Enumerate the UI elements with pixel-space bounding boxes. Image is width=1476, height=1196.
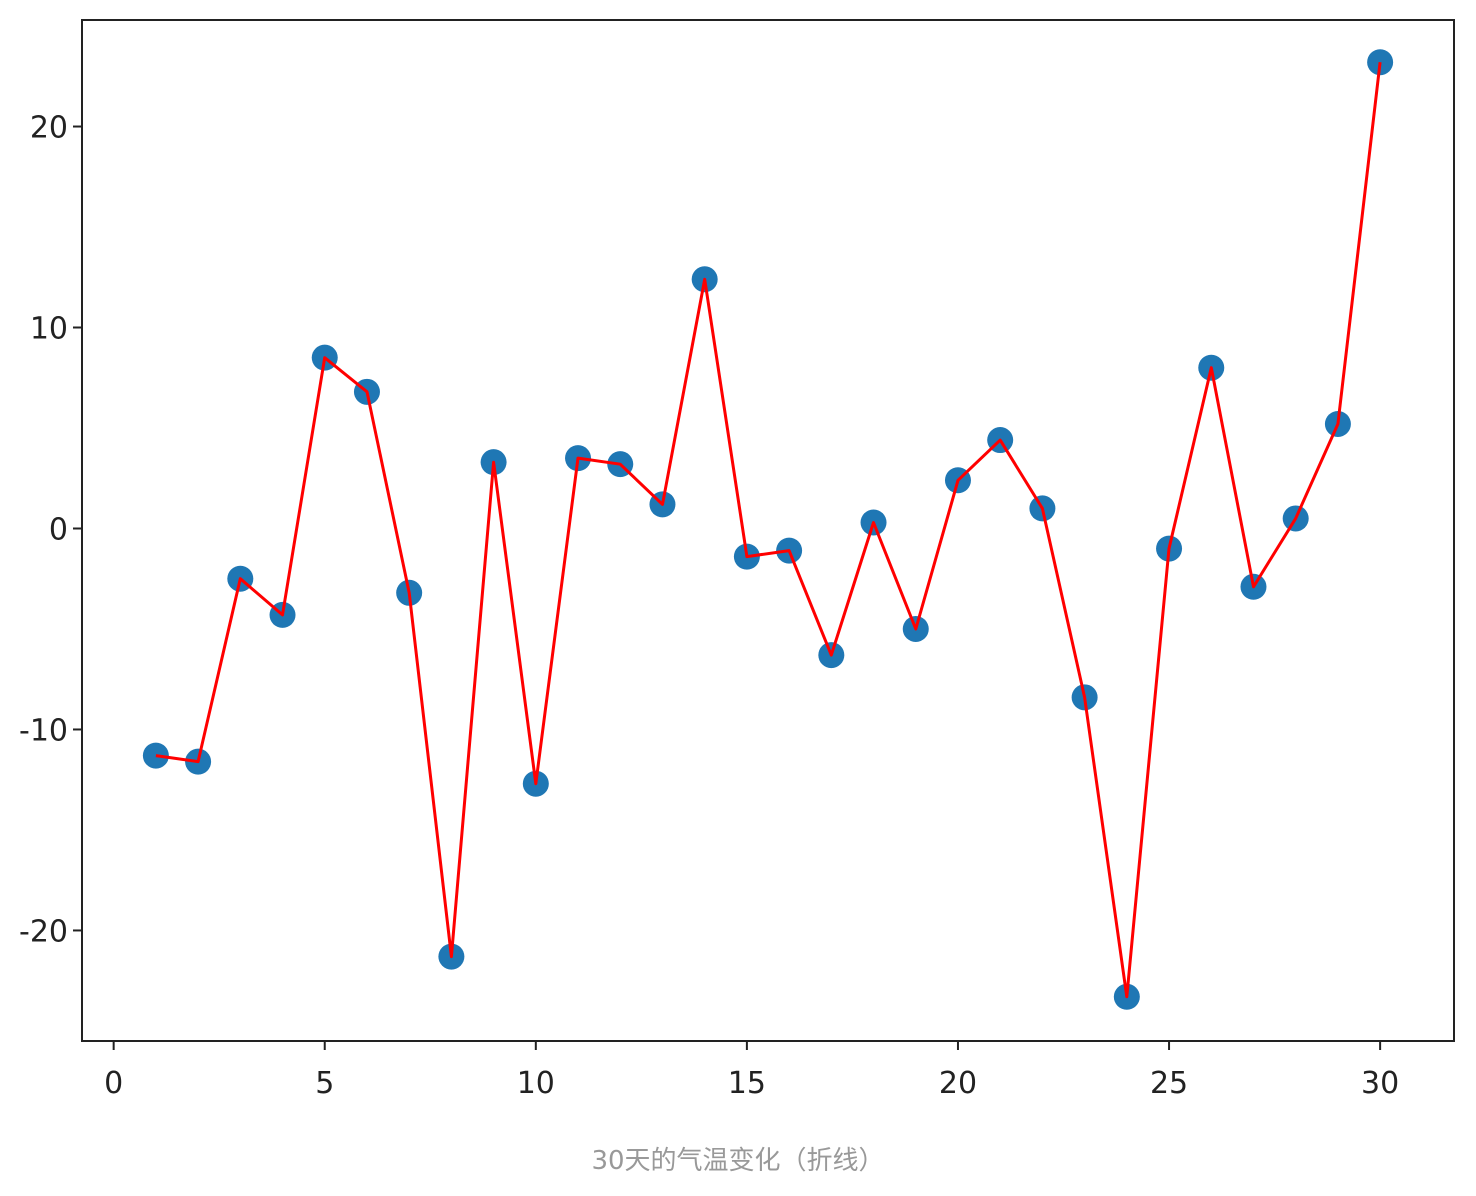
series-line [155,62,1382,999]
y-tick-label: -10 [19,713,68,748]
y-tick-label: 0 [49,512,68,547]
series-layer [142,49,1394,1010]
x-axis-ticks: 0 5 10 15 20 25 30 [104,1041,1399,1101]
y-tick-label: 10 [30,312,68,347]
x-tick-label: 0 [104,1066,123,1101]
x-tick-label: 10 [517,1066,555,1101]
x-tick-label: 15 [728,1066,766,1101]
y-tick-label: 20 [30,111,68,146]
data-point [142,742,169,769]
line-chart: 0 5 10 15 20 25 30 -20 -10 0 10 20 [19,19,1455,1101]
x-tick-label: 5 [315,1066,334,1101]
x-tick-label: 30 [1361,1066,1399,1101]
y-tick-label: -20 [19,914,68,949]
x-tick-label: 25 [1150,1066,1188,1101]
x-tick-label: 20 [939,1066,977,1101]
y-axis-ticks: -20 -10 0 10 20 [19,111,82,949]
plot-area-frame [81,19,1455,1042]
chart-caption: 30天的气温变化（折线） [591,1146,885,1176]
